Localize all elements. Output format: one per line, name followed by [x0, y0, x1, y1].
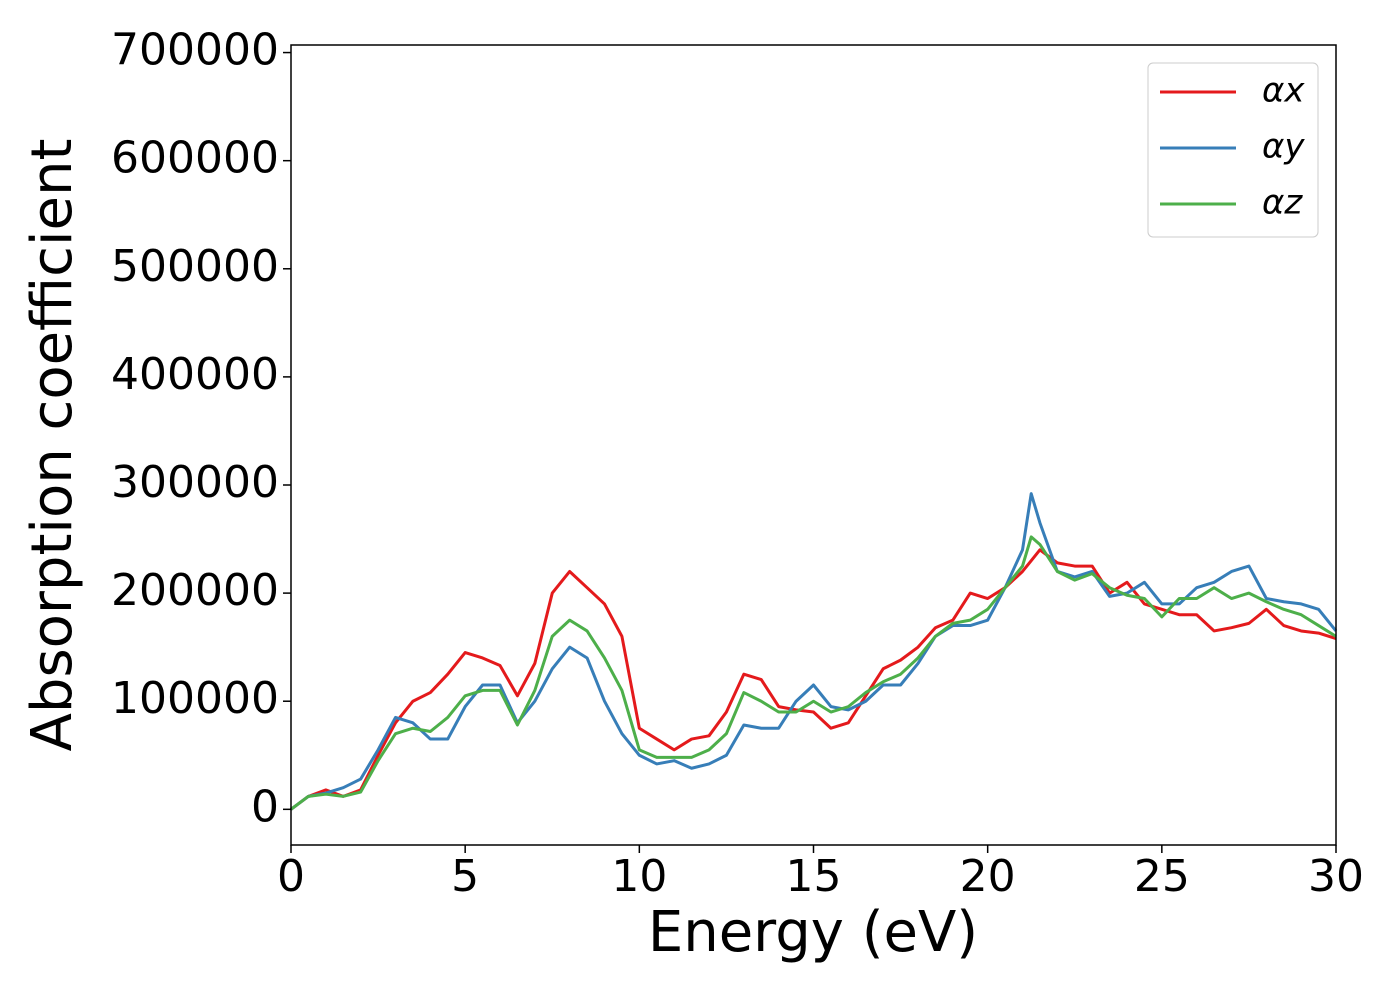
legend-label: αx: [1262, 71, 1305, 111]
x-tick-label: 20: [960, 851, 1016, 902]
x-tick-label: 10: [611, 851, 667, 902]
y-tick-label: 200000: [111, 565, 279, 616]
x-tick-label: 0: [277, 851, 305, 902]
data-line: [290, 535, 1337, 811]
y-tick-label: 0: [251, 781, 279, 832]
x-axis-label: Energy (eV): [648, 900, 978, 965]
y-tick-label: 300000: [111, 457, 279, 508]
plot-frame: [290, 44, 1337, 846]
legend-box: [1147, 62, 1319, 238]
legend: αx αy αz: [1147, 62, 1319, 238]
legend-label: αz: [1262, 183, 1303, 223]
y-tick-label: 400000: [111, 349, 279, 400]
data-line: [290, 548, 1337, 811]
data-line: [290, 492, 1338, 811]
y-tick-label: 100000: [111, 673, 279, 724]
y-tick-label: 700000: [111, 25, 279, 76]
y-tick-label: 600000: [111, 133, 279, 184]
x-tick-label: 5: [451, 851, 479, 902]
x-tick-label: 15: [786, 851, 842, 902]
x-tick-label: 25: [1134, 851, 1190, 902]
y-tick-label: 500000: [111, 241, 279, 292]
y-axis-label: Absorption coefficient: [20, 139, 85, 752]
x-tick-label: 30: [1308, 851, 1364, 902]
legend-label: αy: [1262, 127, 1305, 167]
